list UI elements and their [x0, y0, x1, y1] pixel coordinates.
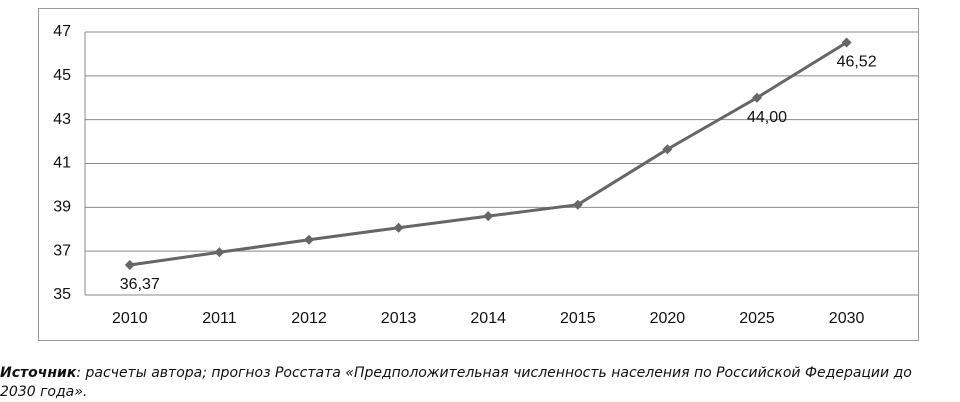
- point-marker: [841, 37, 852, 48]
- x-tick-label: 2010: [112, 310, 148, 327]
- point-marker: [662, 144, 673, 155]
- y-tick-label: 45: [53, 67, 71, 84]
- x-tick-label: 2013: [381, 310, 417, 327]
- y-tick-label: 47: [53, 23, 71, 40]
- x-tick-label: 2012: [291, 310, 327, 327]
- x-tick-label: 2025: [739, 310, 775, 327]
- x-tick-label: 2020: [650, 310, 686, 327]
- point-marker: [124, 259, 135, 270]
- point-marker: [752, 92, 762, 103]
- source-note: Источник: расчеты автора; прогноз Росста…: [0, 364, 950, 402]
- x-tick-label: 2030: [829, 310, 865, 327]
- point-marker: [483, 211, 494, 222]
- source-text: : расчеты автора; прогноз Росстата «Пред…: [0, 365, 912, 400]
- y-tick-label: 41: [53, 155, 71, 172]
- y-tick-label: 39: [53, 199, 71, 216]
- x-tick-label: 2015: [560, 310, 596, 327]
- y-tick-label: 35: [53, 286, 71, 303]
- y-tick-label: 43: [53, 111, 71, 128]
- chart-frame: [38, 8, 919, 341]
- x-tick-label: 2014: [470, 310, 506, 327]
- point-marker: [393, 222, 404, 233]
- point-marker: [304, 234, 314, 245]
- source-label: Источник: [0, 365, 77, 381]
- point-marker: [572, 199, 583, 210]
- chart: 35 37 39 41 43 45 47 2010 2011 2012 2013 2014 2015 20…: [38, 8, 919, 341]
- point-marker: [214, 247, 225, 258]
- x-tick-label: 2011: [202, 310, 237, 327]
- data-label: 44,00: [747, 109, 787, 126]
- y-tick-label: 37: [53, 242, 71, 259]
- data-label: 46,52: [837, 54, 877, 71]
- data-label: 36,37: [120, 276, 160, 293]
